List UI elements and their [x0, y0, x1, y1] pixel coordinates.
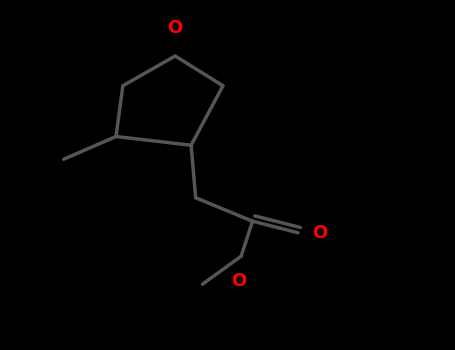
Text: O: O [312, 224, 327, 242]
Text: O: O [167, 19, 183, 37]
Text: O: O [231, 272, 247, 290]
